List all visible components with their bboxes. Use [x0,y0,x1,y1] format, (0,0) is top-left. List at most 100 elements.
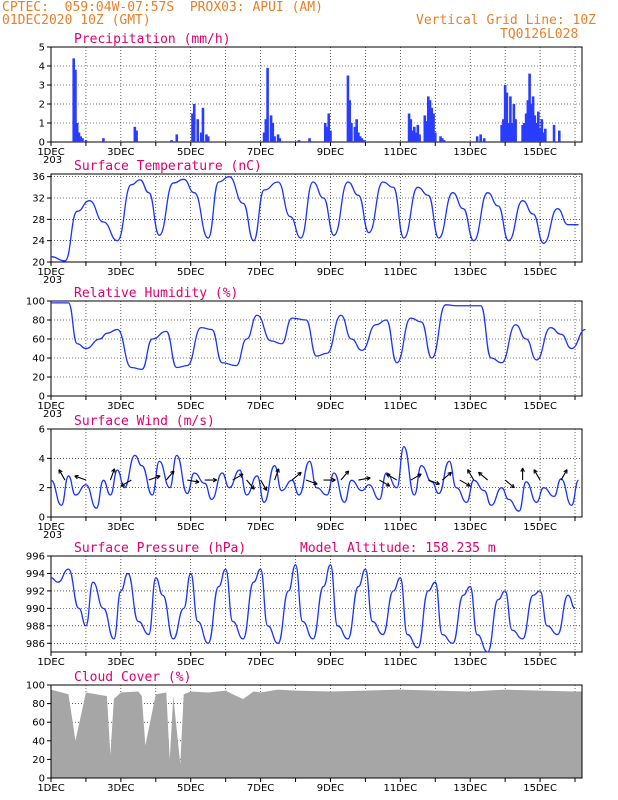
precip-bar [514,119,517,142]
precip-bar [192,104,196,142]
precip-bar [503,85,507,142]
y-tick-label: 992 [26,586,45,597]
panel-frame [50,173,583,263]
wind-arrow-head [447,471,452,477]
wind-arrow-head [74,474,79,480]
precip-bar [521,124,524,142]
wind-arrow-head [239,473,244,478]
wind-arrow-head [195,479,200,484]
wind-arrow-shaft [109,468,116,481]
precip-bar [355,119,358,142]
precip-bar [524,113,528,142]
panel-frame [50,428,583,518]
x-tick-year: 203 [43,275,62,286]
precip-bar [271,123,275,142]
precip-bar [273,136,276,142]
header-model-code: TQ0126L028 [500,27,579,42]
rh-series-line [51,302,586,371]
precip-bar [360,138,364,142]
panel-press: 996 994 992 990 988 986 1DEC 3DEC 5DEC 7DEC 9DEC 11… [26,541,583,668]
precip-bar [533,115,537,142]
wind-arrow-shaft [187,479,200,483]
precip-bar [407,113,411,142]
precip-bar [531,96,535,142]
panel-title: Surface Pressure (hPa) [74,541,246,556]
wind-arrow-head [111,468,116,473]
precip-bar [135,130,138,142]
y-tick-label: 40 [32,354,45,365]
x-tick-label: 15DEC [523,657,557,668]
precip-bar [475,136,479,142]
wind-arrow-head [170,470,175,475]
wind-arrow-shaft [305,479,318,485]
precip-bar [413,126,416,142]
wind-arrow-shaft [358,477,371,481]
precip-bar [526,100,530,142]
x-tick-label: 7DEC [247,401,274,412]
wind-arrow-shaft [467,469,475,481]
precip-bar [79,136,82,142]
precip-bar [323,123,327,142]
wind-arrow-head [344,470,350,475]
wind-arrow-shaft [428,479,440,485]
wind-arrow-head [58,469,63,474]
precip-bar [428,100,432,142]
panel-frame [50,555,583,653]
wind-arrow-head [466,482,471,487]
y-tick-label: 4 [39,62,45,73]
wind-arrow-shaft [120,479,132,487]
precip-bar [196,119,200,142]
precip-bar [191,113,194,142]
wind-arrow-shaft [246,479,255,490]
panel-frame [50,46,583,143]
x-tick-label: 5DEC [177,401,204,412]
panel-title: Precipitation (mm/h) [74,32,231,47]
y-tick-label: 20 [32,755,45,766]
wind-arrow-head [120,482,125,487]
temp-series-line [50,176,579,262]
y-tick-label: 6 [39,425,45,436]
x-tick-label: 5DEC [177,783,204,794]
wind-arrow-shaft [441,471,452,481]
wind-arrow-head [467,469,472,474]
y-tick-label: 28 [32,215,45,226]
x-tick-label: 9DEC [317,267,344,278]
wind-arrow-shaft [533,469,541,481]
wind-arrow-shaft [274,468,280,481]
precip-bar [346,75,350,142]
x-tick-label: 7DEC [247,783,274,794]
precip-bar [348,100,351,142]
precip-bar [278,138,282,142]
precip-bar [266,67,269,142]
x-tick-label: 1DEC [37,657,64,668]
wind-arrow-shaft [148,475,161,481]
x-tick-year: 203 [43,530,62,541]
x-tick-label: 1DEC [37,783,64,794]
wind-arrow-head [435,480,440,486]
y-tick-label: 100 [26,681,45,692]
x-tick-label: 5DEC [177,267,204,278]
wind-arrow-shaft [459,479,471,487]
x-tick-label: 13DEC [453,147,487,158]
y-tick-label: 5 [39,43,45,54]
x-tick-label: 7DEC [247,657,274,668]
wind-arrow-head [510,483,515,489]
panel-title: Cloud Cover (%) [74,670,191,685]
precip-bar [308,138,311,142]
precip-bar [482,138,486,142]
precip-bar [509,96,512,142]
precip-bar [175,134,179,142]
panel-subtitle: Model Altitude: 158.235 m [300,541,496,556]
panel-precip: 5 4 3 2 1 01DEC 3DEC 5DEC 7DEC 9DEC 11DEC 13DEC 15DE… [37,32,583,166]
x-tick-label: 1DEC [37,267,64,278]
y-tick-label: 60 [32,335,45,346]
precip-bar [358,136,362,142]
x-tick-label: 5DEC [177,147,204,158]
x-tick-label: 11DEC [383,657,417,668]
x-tick-label: 3DEC [107,522,134,533]
wind-arrow-head [533,469,538,474]
x-tick-year: 203 [43,409,62,420]
wind-arrow-shaft [58,469,66,481]
wind-arrow-shaft [379,479,391,487]
precip-bar [199,132,203,142]
